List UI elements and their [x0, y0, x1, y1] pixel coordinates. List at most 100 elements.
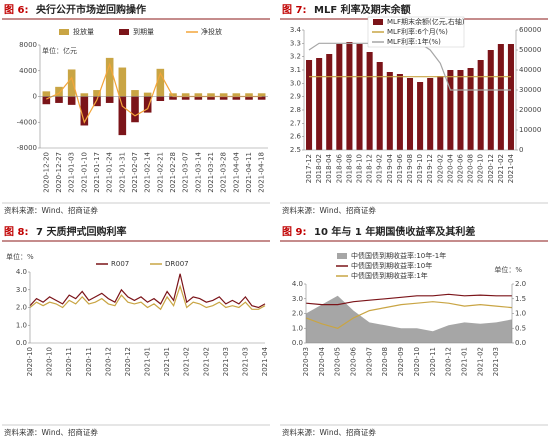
bar [376, 62, 383, 150]
bar [219, 96, 228, 100]
bar [507, 44, 514, 150]
legend-swatch [337, 253, 347, 259]
unit-label: 单位：% [494, 265, 522, 274]
area [306, 295, 512, 343]
bar [245, 93, 253, 97]
x-tick-label: 2020-11 [429, 347, 437, 376]
y-tick-label: 0.0 [292, 339, 303, 347]
x-tick-label: 2021-03-28 [220, 152, 228, 193]
bar [245, 96, 253, 100]
x-tick-label: 2020-04 [446, 153, 454, 183]
bar [477, 60, 484, 150]
bar [366, 52, 373, 150]
bar [181, 93, 190, 97]
y-tick-label: 3.0 [290, 79, 301, 87]
x-tick-label: 2021-01-03 [68, 152, 76, 193]
x-tick-label: 2021-04 [507, 153, 515, 183]
legend-label: 到期量 [133, 28, 154, 36]
bar [143, 96, 152, 113]
legend-label: 中债国债到期收益率:1年 [351, 271, 428, 280]
y2-tick-label: 0.0 [515, 339, 526, 347]
bar [356, 44, 363, 150]
bar [194, 93, 203, 97]
unit-label: 单位：亿元 [42, 46, 77, 55]
y2-tick-label: 60000 [519, 26, 541, 34]
y-tick-label: 4.0 [16, 268, 27, 276]
x-tick-label: 2020-11 [85, 347, 93, 376]
legend-label: 中债国债到期收益率:10年-1年 [351, 251, 446, 260]
line [305, 301, 513, 329]
x-tick-label: 2021-02-07 [131, 152, 139, 193]
bar [417, 82, 424, 150]
chart-title: MLF 利率及期末余额 [314, 3, 411, 16]
legend-label: R007 [111, 260, 129, 268]
bar [105, 57, 114, 97]
chart-title: 7 天质押式回购利率 [36, 225, 126, 238]
figure-label: 图 8: [4, 226, 28, 238]
bar [156, 96, 165, 102]
legend-label: DR007 [165, 260, 189, 268]
x-tick-label: 2021-02-28 [169, 152, 177, 193]
legend-label: MLF利率:1年(%) [387, 37, 441, 46]
x-tick-label: 2021-04-04 [232, 151, 240, 192]
x-tick-label: 2020-12 [124, 347, 132, 376]
bar [207, 96, 215, 100]
line [305, 293, 512, 306]
y-tick-label: 2.0 [292, 310, 303, 318]
x-tick-label: 2021-02 [476, 347, 484, 376]
x-tick-label: 2019-02 [376, 154, 384, 183]
unit-label: 单位：% [6, 252, 34, 261]
legend-label: MLF利率:6个月(%) [387, 27, 448, 36]
x-tick-label: 2019-06 [396, 153, 404, 183]
bar [497, 44, 504, 150]
bar [207, 93, 215, 97]
y2-tick-label: 2.0 [515, 280, 526, 288]
bar [219, 93, 228, 97]
x-tick-label: 2021-01 [163, 347, 171, 376]
legend-swatch [59, 29, 69, 35]
source: 资料来源：Wind、招商证券 [4, 205, 98, 215]
y-tick-label: 3.1 [290, 66, 301, 74]
x-tick-label: 2020-10 [477, 154, 485, 183]
x-tick-label: 2021-03 [241, 347, 249, 376]
y-tick-label: 3.0 [292, 295, 303, 303]
x-tick-label: 2020-12-27 [55, 152, 63, 193]
x-tick-label: 2021-02-14 [144, 151, 152, 192]
x-tick-label: 2020-12 [104, 347, 112, 376]
bar [447, 70, 454, 150]
y2-tick-label: 20000 [519, 106, 541, 114]
x-tick-label: 2020-04 [318, 346, 326, 376]
bar [118, 96, 127, 136]
bar [67, 69, 76, 97]
source: 资料来源：Wind、招商证券 [4, 427, 98, 437]
x-tick-label: 2019-12 [426, 154, 434, 183]
bar [306, 60, 313, 150]
x-tick-label: 2021-04 [261, 346, 269, 376]
y2-tick-label: 40000 [519, 66, 541, 74]
y-tick-label: 2.0 [16, 304, 27, 312]
bar [406, 78, 414, 150]
legend-label: 投放量 [73, 27, 94, 36]
x-tick-label: 2020-03 [302, 347, 310, 376]
y-tick-label: 3.0 [16, 286, 27, 294]
bar [316, 58, 323, 150]
x-tick-label: 2018-08 [345, 154, 353, 183]
x-tick-label: 2018-06 [335, 153, 343, 183]
line [46, 62, 262, 124]
y-tick-label: 1.0 [16, 321, 27, 329]
bar [105, 96, 114, 103]
y2-tick-label: 10000 [519, 126, 541, 134]
x-tick-label: 2021-01-17 [93, 152, 101, 193]
x-tick-label: 2020-10 [413, 347, 421, 376]
bar [131, 90, 139, 97]
x-tick-label: 2021-02 [183, 347, 191, 376]
x-tick-label: 2021-03-07 [182, 152, 190, 193]
x-tick-label: 2020-12 [445, 347, 453, 376]
bar [427, 78, 434, 150]
x-tick-label: 2018-12 [366, 154, 374, 183]
bar [232, 93, 241, 97]
x-tick-label: 2021-02-21 [156, 152, 164, 193]
x-tick-label: 2021-01-24 [106, 151, 114, 192]
x-tick-label: 2020-10 [26, 347, 34, 376]
